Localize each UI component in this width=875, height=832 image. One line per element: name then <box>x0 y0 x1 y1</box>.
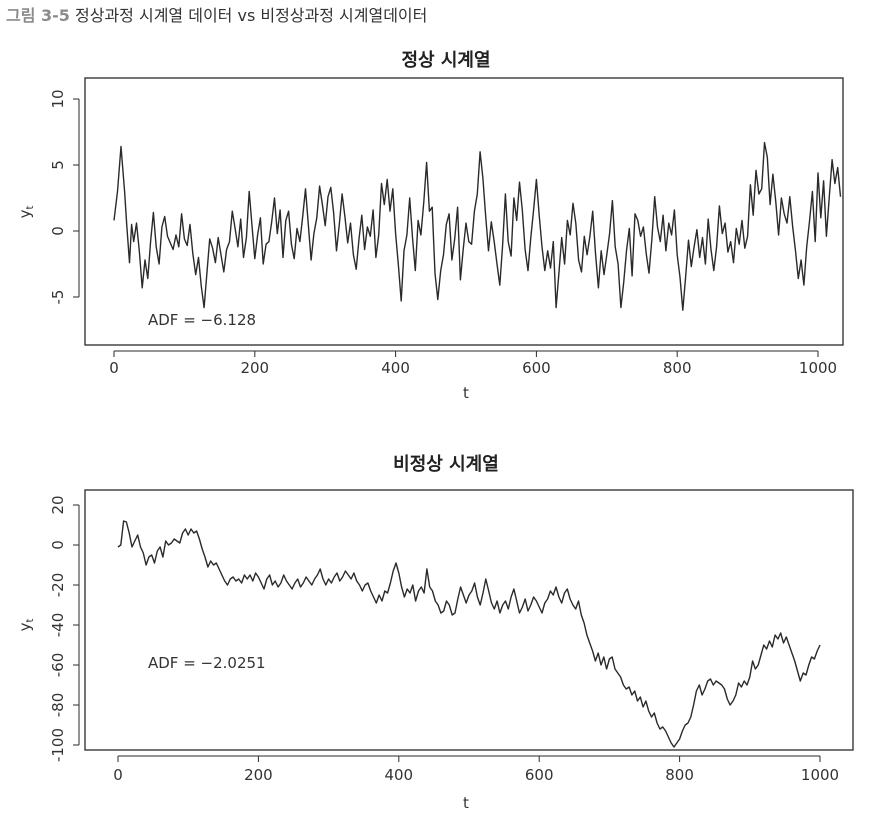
y-axis-label-subscript: t <box>25 619 36 623</box>
x-tick-label: 600 <box>525 766 554 784</box>
chart-panel-stationary: 정상 시계열 0 200 400 600 800 1000 t -5 0 5 10 yt ADF = −6… <box>16 50 844 402</box>
x-tick-label: 1000 <box>801 766 839 784</box>
y-tick-label: -20 <box>49 573 67 598</box>
x-tick-label: 800 <box>665 766 694 784</box>
y-axis-label: yt <box>16 619 36 632</box>
y-axis-label: yt <box>16 206 36 219</box>
y-axis-label-subscript: t <box>25 206 36 210</box>
adf-annotation: ADF = −2.0251 <box>148 654 266 672</box>
x-tick-label: 1000 <box>799 359 837 377</box>
x-tick-label: 400 <box>384 766 413 784</box>
y-tick-label: -5 <box>49 290 67 305</box>
y-tick-label: 5 <box>49 160 67 170</box>
y-tick-label: 0 <box>49 540 67 550</box>
y-tick-label: -80 <box>49 693 67 718</box>
figure-number: 그림 3-5 <box>6 6 70 25</box>
x-axis-label: t <box>463 794 469 812</box>
chart-title: 비정상 시계열 <box>393 454 499 475</box>
plot-frame <box>84 77 844 346</box>
figure-caption: 그림 3-5 정상과정 시계열 데이터 vs 비정상과정 시계열데이터 <box>6 6 427 26</box>
chart-title: 정상 시계열 <box>401 50 490 71</box>
y-tick-label: 20 <box>49 495 67 514</box>
y-tick-label: -60 <box>49 653 67 678</box>
y-tick-label: -100 <box>49 728 67 762</box>
x-tick-label: 0 <box>109 359 119 377</box>
x-tick-label: 0 <box>113 766 123 784</box>
x-axis-label: t <box>463 384 469 402</box>
series-line <box>113 141 842 311</box>
figure-caption-text: 정상과정 시계열 데이터 vs 비정상과정 시계열데이터 <box>75 6 428 25</box>
plot-frame <box>84 489 854 751</box>
x-tick-label: 400 <box>381 359 410 377</box>
x-tick-label: 800 <box>663 359 692 377</box>
x-tick-label: 200 <box>240 359 269 377</box>
series-line <box>117 520 821 748</box>
y-tick-label: 10 <box>49 89 67 108</box>
x-tick-label: 200 <box>244 766 273 784</box>
y-tick-label: -40 <box>49 613 67 638</box>
x-tick-label: 600 <box>522 359 551 377</box>
adf-annotation: ADF = −6.128 <box>148 311 256 329</box>
y-tick-label: 0 <box>49 226 67 236</box>
